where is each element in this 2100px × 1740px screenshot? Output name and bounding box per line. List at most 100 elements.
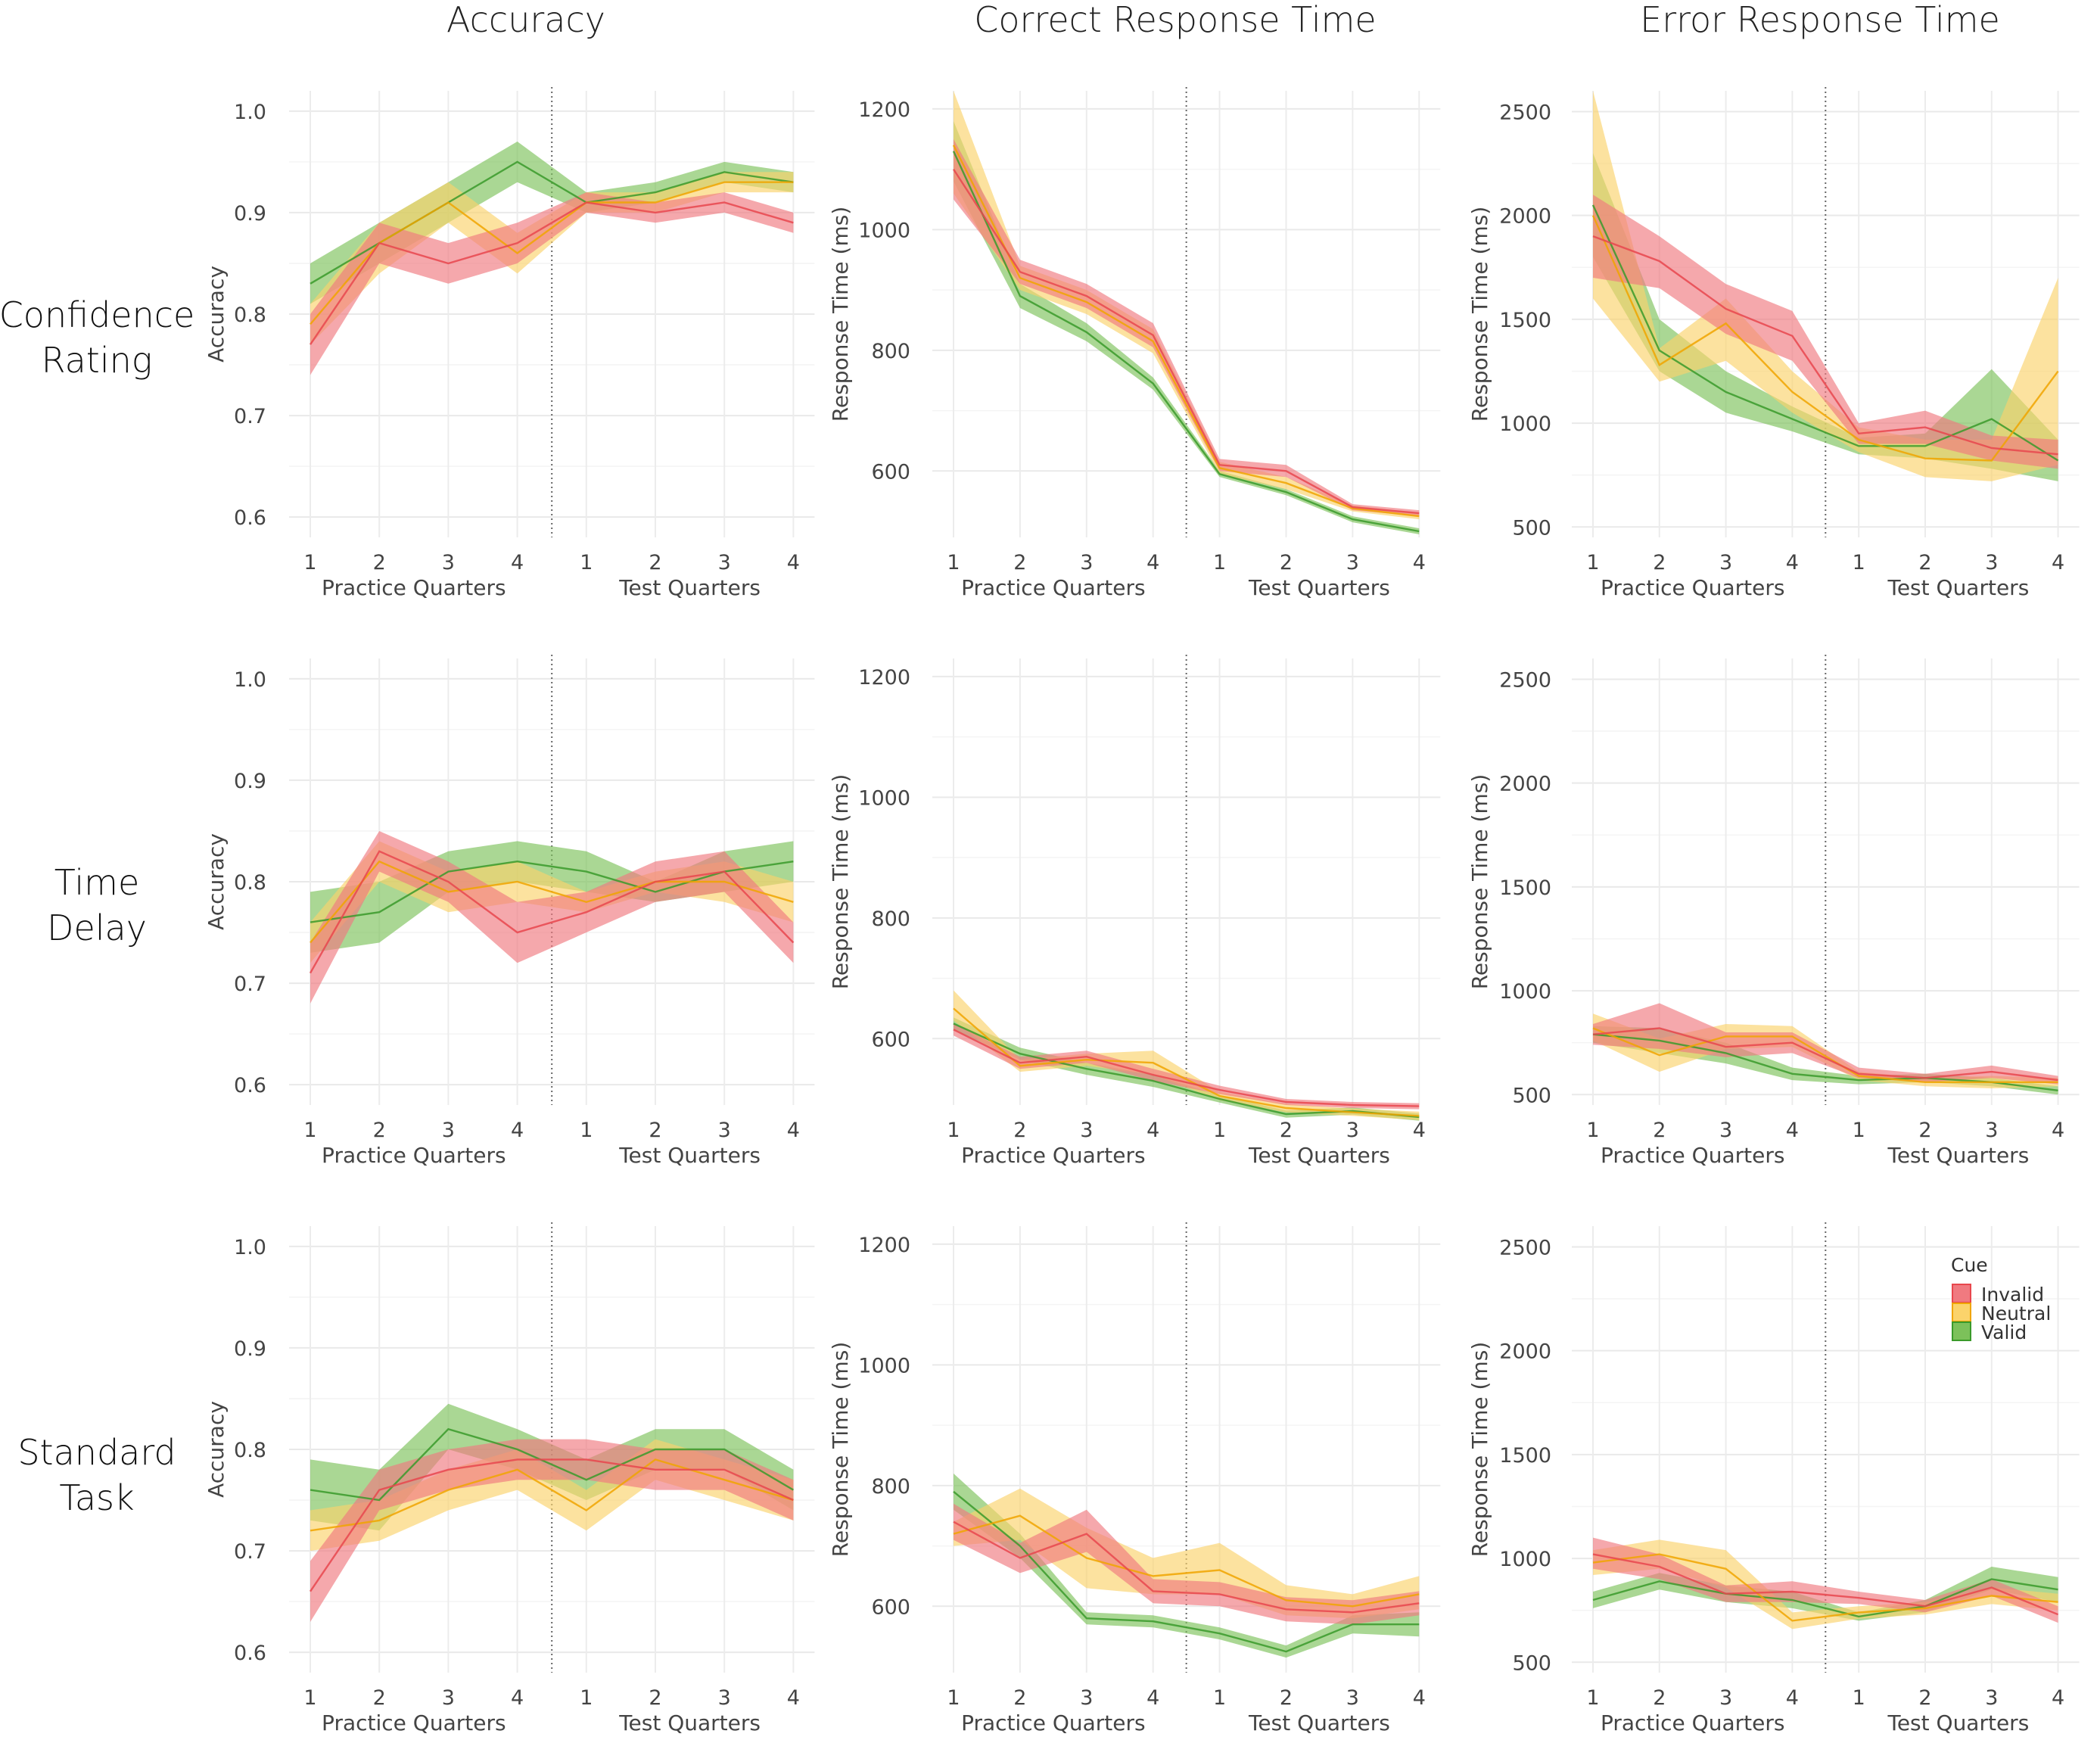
x-group-label-practice: Practice Quarters [961,1143,1146,1168]
y-tick-label: 500 [1512,1084,1551,1107]
ci-band-invalid [310,1439,794,1622]
y-tick-label: 1000 [858,786,910,810]
series-line-valid [953,1490,1420,1653]
x-group-label-test: Test Quarters [1887,1710,2029,1735]
x-tick-label: 1 [1586,551,1599,574]
series-line-invalid [953,1029,1420,1107]
legend: Cue Invalid Neutral Valid [1951,1254,2051,1343]
row-title-timedelay-line2: Delay [47,907,147,948]
y-axis-label: Accuracy [204,266,229,363]
x-tick-label: 1 [1213,1686,1226,1710]
x-group-label-practice: Practice Quarters [322,1143,506,1168]
x-tick-label: 2 [649,1686,661,1710]
x-group-label-practice: Practice Quarters [322,575,506,600]
x-tick-label: 1 [580,1686,593,1710]
row-title-standard-line2: Task [59,1477,134,1518]
y-axis-label: Accuracy [204,1401,229,1498]
legend-swatch-invalid [1952,1284,1971,1303]
x-tick-label: 1 [580,551,593,574]
y-tick-label: 2000 [1499,1340,1551,1364]
x-tick-label: 1 [1213,1119,1226,1142]
x-group-label-test: Test Quarters [1887,1143,2029,1168]
y-tick-label: 1000 [1499,412,1551,436]
x-tick-label: 2 [1280,1119,1293,1142]
y-axis-label: Response Time (ms) [1467,207,1492,422]
x-tick-label: 1 [1586,1686,1599,1710]
column-title-error-rt: Error Response Time [1640,0,2000,40]
x-tick-label: 2 [649,1119,661,1142]
y-tick-label: 1200 [858,666,910,689]
series-line-neutral [953,1007,1420,1117]
y-tick-label: 1000 [858,1354,910,1377]
x-tick-label: 4 [787,1686,800,1710]
x-tick-label: 3 [1346,1686,1359,1710]
y-axis-label: Accuracy [204,833,229,930]
x-tick-label: 2 [1653,1119,1666,1142]
x-tick-label: 3 [718,1686,731,1710]
legend-label-valid: Valid [1981,1321,2027,1343]
x-tick-label: 4 [511,1686,524,1710]
series-line-invalid [952,168,1420,515]
series-line-invalid [310,201,794,345]
x-tick-label: 1 [303,551,316,574]
x-tick-label: 3 [1985,551,1998,574]
y-tick-label: 0.7 [234,405,266,428]
legend-swatch-neutral [1952,1303,1971,1322]
y-axis-label: Response Time (ms) [828,207,853,422]
y-tick-label: 1.0 [234,668,266,692]
x-tick-label: 3 [1080,551,1093,574]
y-tick-label: 0.6 [234,1642,266,1665]
series-line-invalid [953,1521,1420,1614]
x-tick-label: 3 [442,1119,455,1142]
series-line-neutral [310,860,794,944]
x-tick-label: 4 [1413,551,1426,574]
y-tick-label: 1500 [1499,876,1551,900]
x-tick-label: 3 [1719,551,1732,574]
x-tick-label: 1 [947,1119,960,1142]
y-axis-label: Response Time (ms) [828,1342,853,1558]
x-tick-label: 2 [1013,1119,1026,1142]
y-axis-label: Response Time (ms) [1467,1342,1492,1558]
series-line-invalid [309,850,795,974]
y-tick-label: 800 [871,340,910,363]
y-tick-label: 600 [871,460,910,484]
x-tick-label: 4 [1786,1119,1799,1142]
row-title-timedelay-line1: Time [54,862,140,903]
x-tick-label: 3 [1080,1119,1093,1142]
y-tick-label: 0.6 [234,506,266,530]
x-tick-label: 2 [649,551,661,574]
x-tick-label: 3 [442,551,455,574]
x-tick-label: 4 [511,1119,524,1142]
y-tick-label: 2000 [1499,773,1551,796]
series-line-neutral [1592,1553,2058,1622]
row-title-confidence-line2: Rating [42,340,153,381]
x-group-label-test: Test Quarters [618,575,761,600]
x-tick-label: 3 [1080,1686,1093,1710]
x-tick-label: 2 [373,551,386,574]
series-line-valid [952,151,1420,533]
y-tick-label: 1.0 [234,101,266,124]
y-tick-label: 0.7 [234,1540,266,1564]
series-line-neutral [1592,1027,2058,1084]
legend-title: Cue [1951,1254,1988,1276]
x-group-label-test: Test Quarters [618,1143,761,1168]
x-group-label-test: Test Quarters [1887,575,2029,600]
y-tick-label: 0.7 [234,973,266,996]
x-tick-label: 1 [1853,1119,1865,1142]
series-line-invalid [310,1458,794,1592]
ci-band-invalid [1593,195,2058,469]
y-tick-label: 2500 [1499,101,1551,124]
x-tick-label: 4 [2052,551,2064,574]
y-tick-label: 1000 [858,219,910,242]
y-tick-label: 2000 [1499,205,1551,229]
y-tick-label: 1.0 [234,1236,266,1259]
x-tick-label: 1 [1213,551,1226,574]
y-tick-label: 0.9 [234,1337,266,1361]
x-group-label-practice: Practice Quarters [1601,575,1785,600]
ci-band-invalid [954,1503,1420,1625]
